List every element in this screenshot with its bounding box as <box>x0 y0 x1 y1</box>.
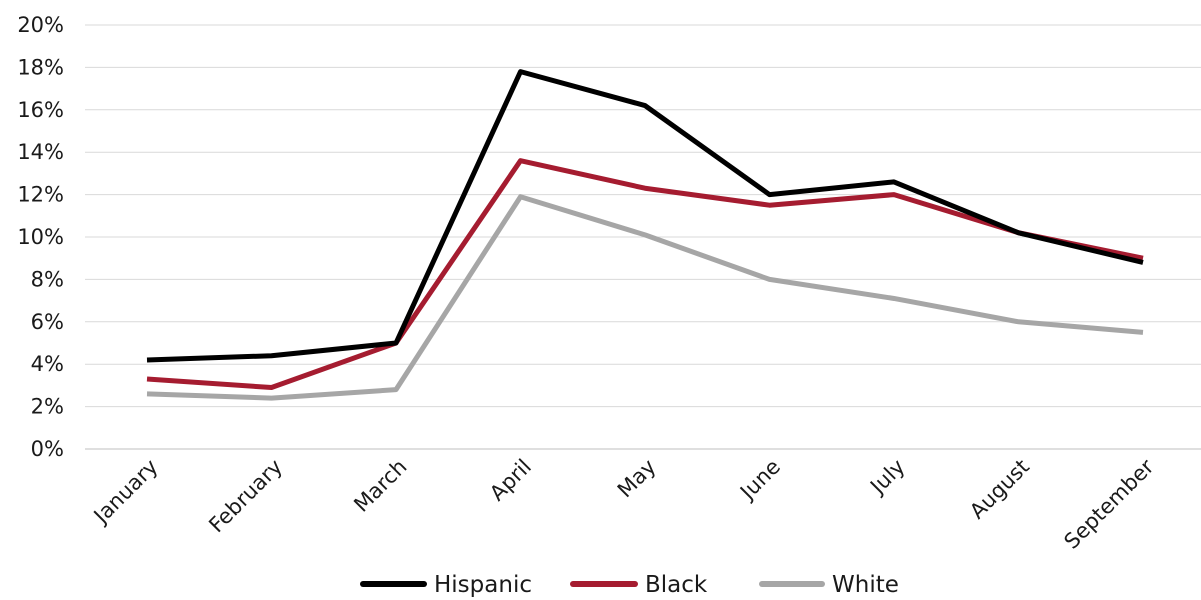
y-tick-label: 2% <box>31 395 64 419</box>
y-tick-label: 16% <box>17 98 64 122</box>
y-tick-label: 0% <box>31 437 64 461</box>
series-lines <box>146 69 1144 401</box>
y-tick-label: 6% <box>31 310 64 334</box>
x-tick-label: July <box>864 455 909 500</box>
x-tick-label: June <box>734 455 785 506</box>
legend: Hispanic Black White <box>360 572 899 598</box>
y-tick-label: 14% <box>17 140 64 164</box>
x-tick-label: August <box>965 455 1034 524</box>
y-axis-tick-labels: 0% 2% 4% 6% 8% 10% 12% 14% 16% 18% 20% <box>17 13 64 461</box>
y-tick-label: 20% <box>17 13 64 37</box>
series-line-white <box>146 194 1144 401</box>
y-tick-label: 10% <box>17 225 64 249</box>
legend-label-hispanic: Hispanic <box>434 572 532 598</box>
x-tick-label: May <box>613 455 661 503</box>
legend-label-white: White <box>832 572 899 598</box>
x-tick-label: February <box>204 455 287 538</box>
y-tick-label: 4% <box>31 352 64 376</box>
legend-label-black: Black <box>645 572 708 598</box>
y-tick-label: 18% <box>17 55 64 79</box>
x-tick-label: March <box>349 455 411 517</box>
y-tick-label: 12% <box>17 183 64 207</box>
x-tick-label: January <box>88 455 163 530</box>
x-tick-label: April <box>485 455 536 506</box>
series-line-hispanic <box>146 69 1144 363</box>
x-axis-tick-labels: January February March April May June July Augu… <box>88 454 1159 553</box>
series-line-black <box>146 158 1144 391</box>
grid-lines <box>85 24 1201 450</box>
y-tick-label: 8% <box>31 267 64 291</box>
x-tick-label: September <box>1059 454 1158 553</box>
